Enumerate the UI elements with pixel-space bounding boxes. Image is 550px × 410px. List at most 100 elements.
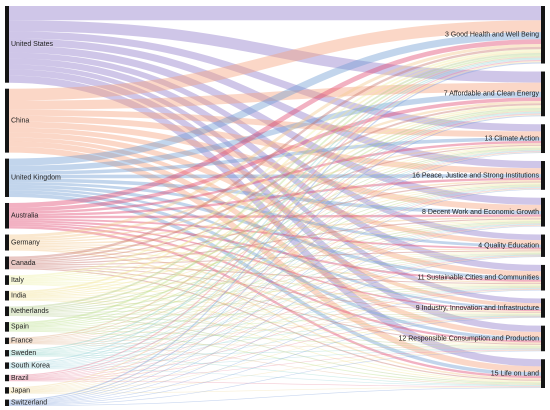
flow-china-to-4-quality-education (8, 127, 542, 245)
flow-china-to-12-responsible-consumption-and-production (8, 141, 542, 338)
source-node-france (5, 337, 9, 345)
flow-france-to-12-responsible-consumption-and-production (8, 342, 542, 349)
flow-netherlands-to-3-good-health-and-well-being (8, 52, 542, 309)
flow-canada-to-7-affordable-and-clean-energy (8, 103, 542, 261)
flow-japan-to-9-industry-innovation-and-infrastructure (8, 316, 542, 393)
flow-south-korea-to-13-climate-action (8, 150, 542, 366)
flow-germany-to-4-quality-education (8, 244, 542, 251)
flow-india-to-13-climate-action (8, 146, 542, 295)
flow-switzerland-to-8-decent-work-and-economic-growth (8, 225, 542, 404)
flow-australia-to-4-quality-education (8, 218, 542, 250)
flow-netherlands-to-16-peace-justice-and-strong-institutions (8, 184, 542, 312)
source-node-australia (5, 202, 9, 229)
target-label-13-climate-action: 13 Climate Action (485, 135, 540, 142)
flow-united-kingdom-to-11-sustainable-cities-and-communities (8, 184, 542, 280)
source-node-spain (5, 322, 9, 332)
flow-south-korea-to-16-peace-justice-and-strong-institutions (8, 187, 542, 366)
flow-spain-to-11-sustainable-cities-and-communities (8, 286, 542, 330)
source-node-netherlands (5, 306, 9, 317)
flow-india-to-3-good-health-and-well-being (8, 51, 542, 293)
target-label-9-industry-innovation-and-infrastructure: 9 Industry, Innovation and Infrastructur… (416, 305, 539, 312)
target-label-3-good-health-and-well-being: 3 Good Health and Well Being (445, 32, 539, 39)
flow-germany-to-9-industry-innovation-and-infrastructure (8, 246, 542, 313)
source-label-italy: Italy (11, 277, 24, 284)
source-label-switzerland: Switzerland (11, 400, 47, 407)
flow-brazil-to-7-affordable-and-clean-energy (8, 113, 542, 377)
flow-japan-to-16-peace-justice-and-strong-institutions (8, 188, 542, 391)
target-node-3-good-health-and-well-being (541, 6, 545, 64)
flow-canada-to-11-sustainable-cities-and-communities (8, 265, 542, 285)
flow-japan-to-12-responsible-consumption-and-production (8, 350, 542, 394)
flow-united-kingdom-to-7-affordable-and-clean-energy (8, 91, 542, 172)
flow-australia-to-13-climate-action (8, 140, 542, 214)
flow-italy-to-11-sustainable-cities-and-communities (8, 281, 542, 285)
flow-india-to-11-sustainable-cities-and-communities (8, 284, 542, 299)
flow-australia-to-15-life-on-land (8, 226, 542, 379)
flow-china-to-7-affordable-and-clean-energy (8, 82, 542, 110)
target-node-4-quality-education (541, 234, 545, 257)
flow-south-korea-to-9-industry-innovation-and-infrastructure (8, 315, 542, 368)
source-node-sweden (5, 350, 9, 357)
flow-india-to-8-decent-work-and-economic-growth (8, 220, 542, 297)
source-node-group (5, 6, 9, 406)
flow-japan-to-11-sustainable-cities-and-communities (8, 289, 542, 393)
flow-netherlands-to-13-climate-action (8, 147, 542, 311)
source-label-australia: Australia (11, 213, 38, 220)
target-node-7-affordable-and-clean-energy (541, 71, 545, 117)
flow-france-to-8-decent-work-and-economic-growth (8, 222, 542, 342)
flow-australia-to-12-responsible-consumption-and-production (8, 224, 542, 343)
flow-netherlands-to-8-decent-work-and-economic-growth (8, 221, 542, 313)
flow-south-korea-to-8-decent-work-and-economic-growth (8, 224, 542, 367)
flow-spain-to-8-decent-work-and-economic-growth (8, 222, 542, 328)
flow-canada-to-13-climate-action (8, 144, 542, 262)
source-node-united-states (5, 6, 9, 83)
flow-france-to-16-peace-justice-and-strong-institutions (8, 186, 542, 341)
flow-united-states-to-7-affordable-and-clean-energy (8, 20, 542, 83)
label-group: United States China United Kingdom Australi… (11, 32, 539, 407)
flow-canada-to-15-life-on-land (8, 268, 542, 381)
flow-italy-to-12-responsible-consumption-and-production (8, 283, 542, 346)
flow-united-states-to-4-quality-education (8, 52, 542, 241)
flow-france-to-9-industry-innovation-and-infrastructure (8, 315, 542, 344)
flow-switzerland-to-7-affordable-and-clean-energy (8, 115, 542, 402)
flow-canada-to-8-decent-work-and-economic-growth (8, 218, 542, 265)
flow-germany-to-11-sustainable-cities-and-communities (8, 245, 542, 284)
flow-china-to-13-climate-action (8, 109, 542, 138)
target-label-7-affordable-and-clean-energy: 7 Affordable and Clean Energy (444, 91, 540, 98)
flow-sweden-to-8-decent-work-and-economic-growth (8, 223, 542, 354)
flow-china-to-16-peace-justice-and-strong-institutions (8, 115, 542, 175)
source-node-canada (5, 256, 9, 270)
flow-france-to-11-sustainable-cities-and-communities (8, 287, 542, 343)
source-node-south-korea (5, 362, 9, 369)
flow-china-to-9-industry-innovation-and-infrastructure (8, 137, 542, 308)
flow-italy-to-4-quality-education (8, 251, 542, 282)
flow-united-kingdom-to-8-decent-work-and-economic-growth (8, 178, 542, 215)
flow-india-to-9-industry-innovation-and-infrastructure (8, 298, 542, 315)
flow-canada-to-9-industry-innovation-and-infrastructure (8, 266, 542, 313)
flow-italy-to-13-climate-action (8, 145, 542, 280)
target-node-group (541, 6, 545, 388)
flow-united-kingdom-to-4-quality-education (8, 181, 542, 248)
flow-india-to-15-life-on-land (8, 299, 542, 383)
flow-switzerland-to-11-sustainable-cities-and-communities (8, 289, 542, 405)
flow-china-to-3-good-health-and-well-being (8, 20, 542, 101)
flow-india-to-4-quality-education (8, 252, 542, 298)
flow-south-korea-to-3-good-health-and-well-being (8, 58, 542, 364)
flow-japan-to-3-good-health-and-well-being (8, 61, 542, 389)
flow-sweden-to-12-responsible-consumption-and-production (8, 348, 542, 356)
flow-spain-to-12-responsible-consumption-and-production (8, 329, 542, 349)
source-label-brazil: Brazil (11, 375, 29, 382)
source-label-canada: Canada (11, 260, 36, 267)
source-node-united-kingdom (5, 158, 9, 197)
flow-japan-to-13-climate-action (8, 151, 542, 390)
flow-spain-to-13-climate-action (8, 148, 542, 327)
flow-south-korea-to-7-affordable-and-clean-energy (8, 112, 542, 365)
source-label-japan: Japan (11, 387, 30, 394)
flow-sweden-to-9-industry-innovation-and-infrastructure (8, 315, 542, 356)
flow-brazil-to-16-peace-justice-and-strong-institutions (8, 188, 542, 379)
source-label-france: France (11, 338, 33, 345)
source-label-india: India (11, 293, 26, 300)
flow-italy-to-3-good-health-and-well-being (8, 49, 542, 278)
flow-netherlands-to-7-affordable-and-clean-energy (8, 107, 542, 310)
